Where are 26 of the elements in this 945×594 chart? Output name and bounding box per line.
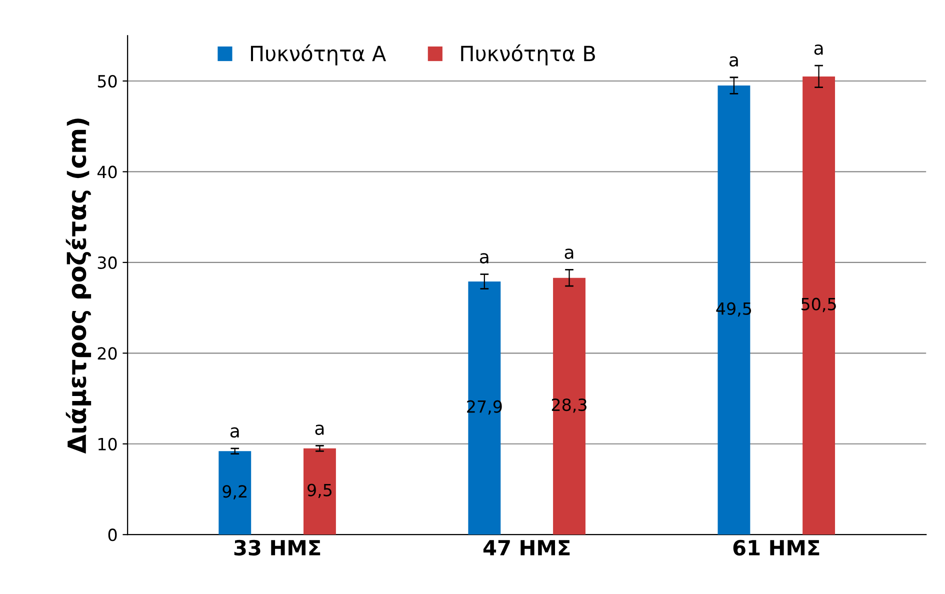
legend-label: Πυκνότητα Α: [250, 44, 386, 66]
bar: [718, 86, 750, 535]
bar: [304, 448, 336, 535]
legend-label: Πυκνότητα Β: [461, 44, 595, 66]
annotation: a: [315, 424, 324, 435]
y-tick-label: 20: [98, 347, 117, 360]
data-label: 9,5: [308, 484, 332, 498]
bar: [218, 451, 252, 535]
data-label: 9,2: [222, 485, 246, 500]
bar: [553, 278, 586, 535]
y-tick-label: 40: [97, 166, 117, 178]
y-tick-label: 30: [98, 256, 117, 270]
x-tick-label: 33 ΗΜΣ: [234, 540, 320, 556]
y-tick-label: 10: [98, 438, 117, 450]
annotation: a: [730, 56, 738, 67]
y-axis-title: Διάμετρος ροζέτας (cm): [66, 118, 92, 454]
y-tick-label: 50: [98, 74, 117, 88]
x-tick-label: 61 ΗΜΣ: [733, 540, 820, 556]
annotation: a: [564, 248, 574, 259]
x-tick-label: 47 ΗΜΣ: [483, 540, 570, 556]
bar: [802, 76, 836, 535]
annotation: a: [230, 427, 239, 438]
y-tick-label: 0: [108, 528, 117, 542]
annotation: a: [814, 44, 823, 55]
annotation: a: [480, 253, 488, 264]
bar: [468, 281, 501, 535]
